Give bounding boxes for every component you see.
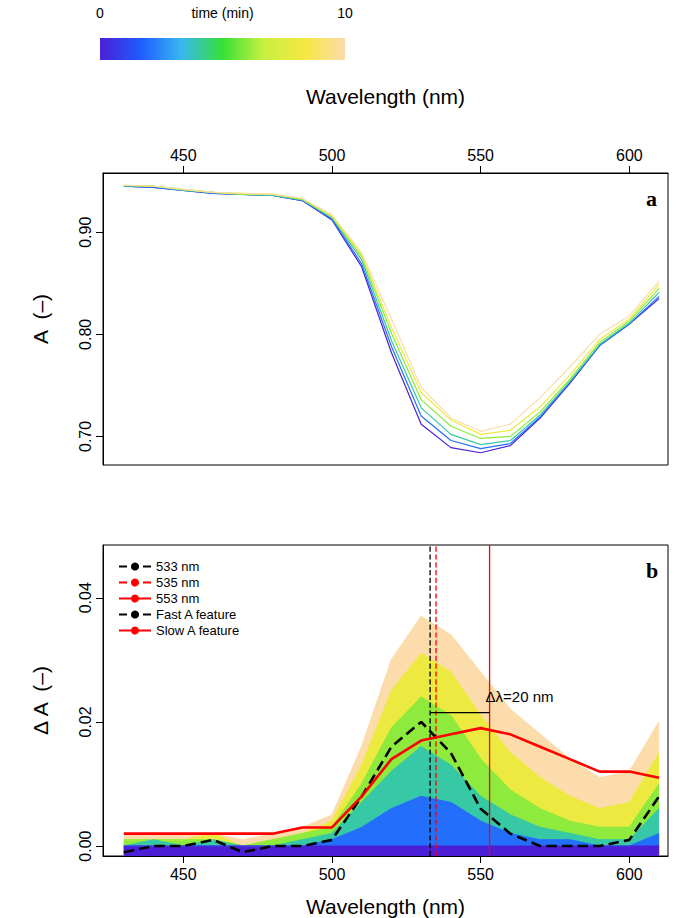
svg-text:600: 600 [616, 866, 643, 883]
svg-text:553 nm: 553 nm [156, 591, 199, 606]
svg-text:0.04: 0.04 [77, 582, 94, 613]
svg-text:time (min): time (min) [191, 5, 253, 21]
svg-text:535 nm: 535 nm [156, 575, 199, 590]
svg-text:10: 10 [337, 5, 353, 21]
svg-text:0.00: 0.00 [77, 830, 94, 861]
svg-text:A (–): A (–) [29, 294, 52, 344]
svg-text:500: 500 [319, 866, 346, 883]
svg-text:Slow A feature: Slow A feature [156, 623, 239, 638]
svg-text:550: 550 [467, 866, 494, 883]
svg-text:Δλ=20 nm: Δλ=20 nm [486, 688, 554, 705]
svg-text:0.70: 0.70 [77, 421, 94, 452]
svg-text:Fast A feature: Fast A feature [156, 607, 236, 622]
svg-text:550: 550 [467, 147, 494, 164]
svg-text:b: b [646, 558, 658, 583]
svg-text:0.80: 0.80 [77, 319, 94, 350]
svg-text:Wavelength (nm): Wavelength (nm) [306, 85, 465, 108]
svg-text:450: 450 [170, 147, 197, 164]
svg-text:500: 500 [319, 147, 346, 164]
svg-text:Δ A (–): Δ A (–) [29, 666, 52, 735]
svg-text:0: 0 [96, 5, 104, 21]
svg-text:533 nm: 533 nm [156, 559, 199, 574]
svg-text:Wavelength (nm): Wavelength (nm) [306, 895, 465, 918]
svg-text:a: a [646, 186, 657, 211]
svg-text:0.02: 0.02 [77, 706, 94, 737]
svg-text:450: 450 [170, 866, 197, 883]
svg-text:600: 600 [616, 147, 643, 164]
svg-text:0.90: 0.90 [77, 217, 94, 248]
